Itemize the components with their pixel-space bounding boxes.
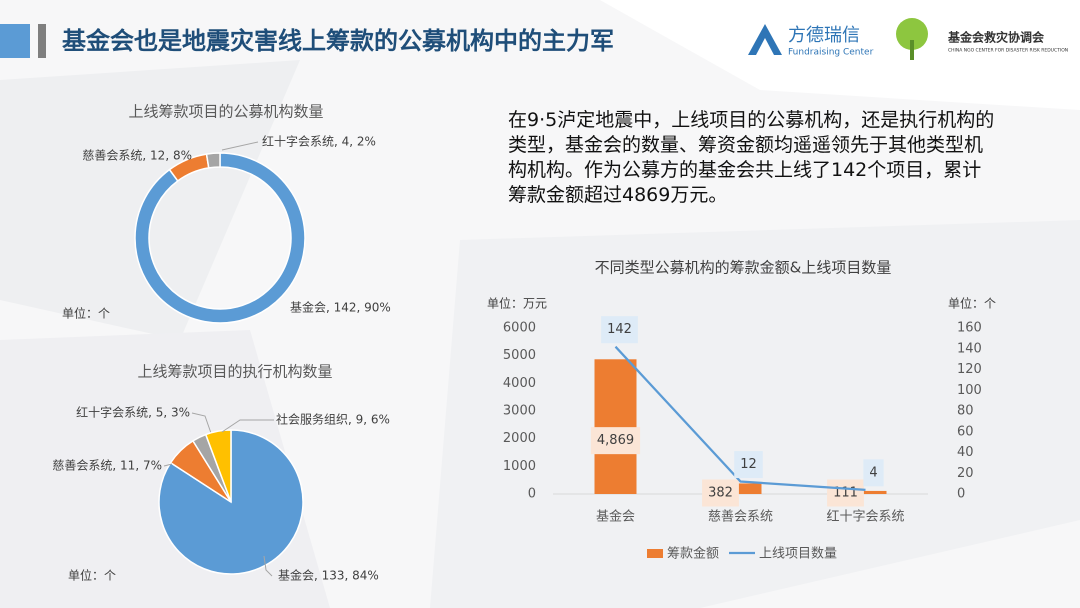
data-label: 慈善会系统, 12, 8%: [82, 148, 192, 163]
y2-tick-label: 120: [957, 362, 982, 377]
leader-line: [221, 419, 274, 433]
summary-paragraph: 在9·5泸定地震中，上线项目的公募机构，还是执行机构的类型，基金会的数量、筹资金…: [508, 109, 995, 206]
legend-label: 上线项目数量: [759, 547, 837, 562]
slide-title: 基金会也是地震灾害线上筹款的公募机构中的主力军: [62, 27, 614, 55]
y2-tick-label: 80: [957, 404, 974, 419]
data-label: 12: [740, 457, 757, 472]
data-label: 基金会, 133, 84%: [278, 568, 379, 583]
data-label: 4,869: [597, 433, 634, 448]
logo-icon: [748, 24, 782, 55]
slice: [205, 152, 221, 169]
legend-swatch: [647, 549, 663, 558]
bg-shape: [600, 0, 1080, 110]
data-label: 红十字会系统, 5, 3%: [76, 405, 190, 420]
data-label: 社会服务组织, 9, 6%: [276, 412, 390, 427]
x-tick-label: 基金会: [596, 509, 635, 525]
y-tick-label: 5000: [503, 348, 536, 363]
data-label-box: [590, 427, 641, 455]
chart-title: 上线筹款项目的执行机构数量: [137, 363, 332, 381]
leader-line: [263, 555, 273, 577]
y-tick-label: 1000: [503, 459, 536, 474]
data-label-box: [702, 479, 739, 507]
y2-tick-label: 100: [957, 383, 982, 398]
y2-tick-label: 40: [957, 445, 974, 460]
bar: [844, 490, 887, 494]
y-tick-label: 6000: [503, 321, 536, 336]
x-tick-label: 慈善会系统: [708, 509, 773, 525]
y2-axis-label: 单位：个: [948, 296, 996, 311]
unit-label: 单位：个: [68, 568, 116, 583]
bg-shape: [430, 220, 1080, 608]
logo-icon: [896, 18, 928, 50]
y2-tick-label: 0: [957, 487, 965, 502]
y-axis-label: 单位：万元: [487, 296, 547, 311]
bar: [594, 359, 637, 494]
y2-tick-label: 20: [957, 466, 974, 481]
chart-title: 不同类型公募机构的筹款金额&上线项目数量: [595, 259, 892, 277]
data-label: 4: [869, 465, 877, 480]
data-label: 382: [708, 486, 733, 501]
y-tick-label: 4000: [503, 376, 536, 391]
logo-icon: [910, 40, 914, 60]
y-tick-label: 0: [528, 487, 536, 502]
leader-line: [191, 412, 213, 437]
slice: [134, 152, 306, 324]
unit-label: 单位：个: [62, 306, 110, 321]
leader-line: [163, 463, 173, 467]
logo-name: 基金会救灾协调会: [947, 30, 1045, 45]
leader-line: [221, 141, 259, 151]
logo-subtitle: CHINA NGO CENTER FOR DISASTER RISK REDUC…: [948, 48, 1068, 54]
x-tick-label: 红十字会系统: [826, 509, 904, 525]
data-label: 基金会, 142, 90%: [290, 300, 391, 315]
data-label: 142: [607, 322, 632, 337]
logo-name: 方德瑞信: [788, 25, 860, 46]
y2-tick-label: 140: [957, 341, 982, 356]
data-label-box: [734, 451, 763, 479]
data-label-box: [601, 316, 638, 344]
data-label-box: [827, 479, 864, 507]
y-tick-label: 3000: [503, 404, 536, 419]
data-label: 慈善会系统, 11, 7%: [52, 458, 162, 473]
y-tick-label: 2000: [503, 431, 536, 446]
logo-subtitle: Fundraising Center: [788, 48, 874, 58]
chart-title: 上线筹款项目的公募机构数量: [128, 103, 323, 121]
header-bar: [38, 24, 46, 58]
line: [614, 345, 866, 491]
legend-label: 筹款金额: [667, 546, 719, 562]
y2-tick-label: 60: [957, 424, 974, 439]
data-label-box: [863, 459, 884, 487]
y2-tick-label: 160: [957, 321, 982, 336]
data-label: 红十字会系统, 4, 2%: [262, 134, 376, 149]
bar: [719, 483, 762, 494]
slice: [204, 429, 232, 503]
header-bar: [0, 24, 30, 58]
